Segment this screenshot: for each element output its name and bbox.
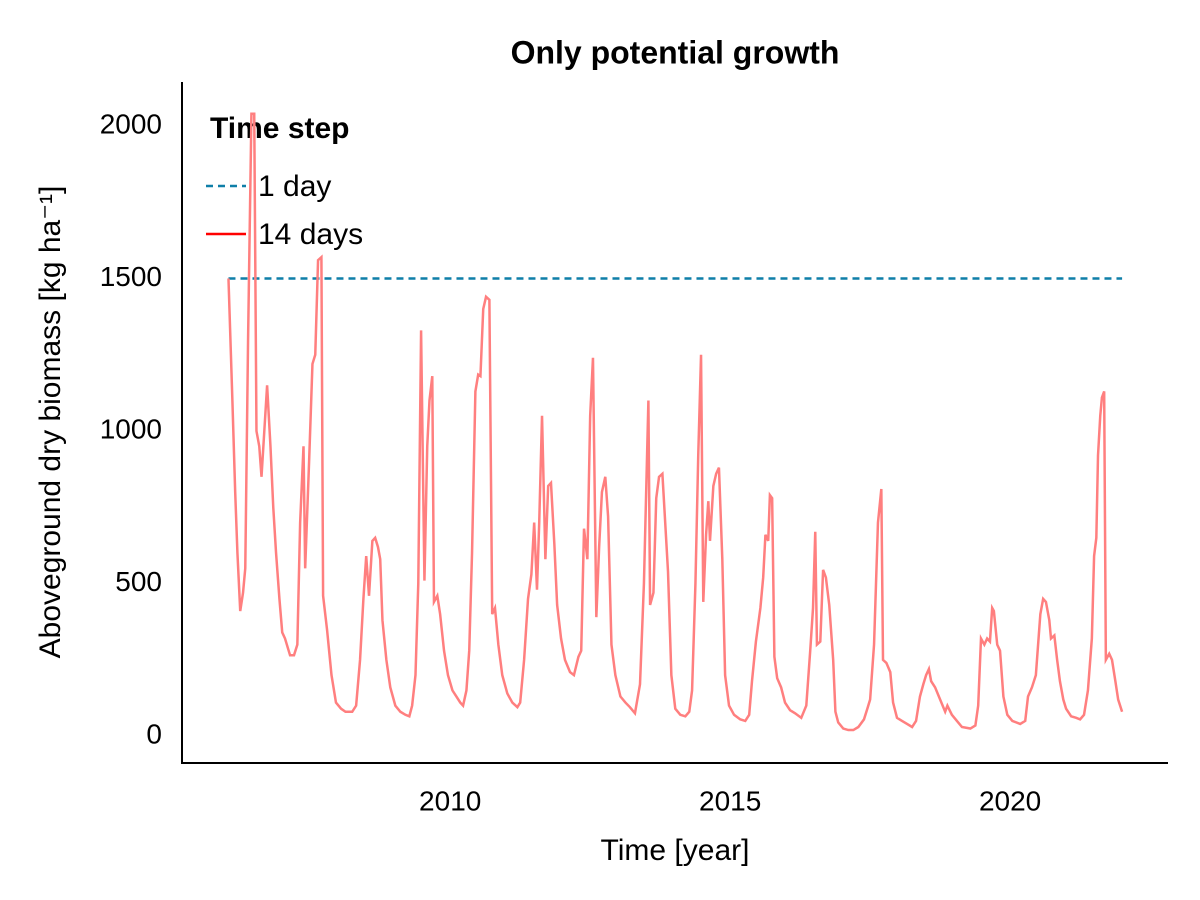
legend-title: Time step xyxy=(210,112,350,145)
legend-label: 1 day xyxy=(258,170,331,203)
x-tick-label: 2015 xyxy=(699,785,761,816)
x-axis-label: Time [year] xyxy=(601,834,750,867)
y-axis-label: Aboveground dry biomass [kg ha⁻¹] xyxy=(34,186,67,659)
legend-label: 14 days xyxy=(258,218,363,251)
y-tick-label: 2000 xyxy=(100,108,162,139)
y-tick-label: 500 xyxy=(115,566,162,597)
y-tick-label: 1000 xyxy=(100,413,162,444)
x-tick-label: 2010 xyxy=(419,785,481,816)
series-line xyxy=(227,112,1124,732)
y-tick-label: 1500 xyxy=(100,261,162,292)
y-tick-label: 0 xyxy=(146,719,162,750)
chart-title: Only potential growth xyxy=(511,34,840,70)
x-tick-label: 2020 xyxy=(979,785,1041,816)
